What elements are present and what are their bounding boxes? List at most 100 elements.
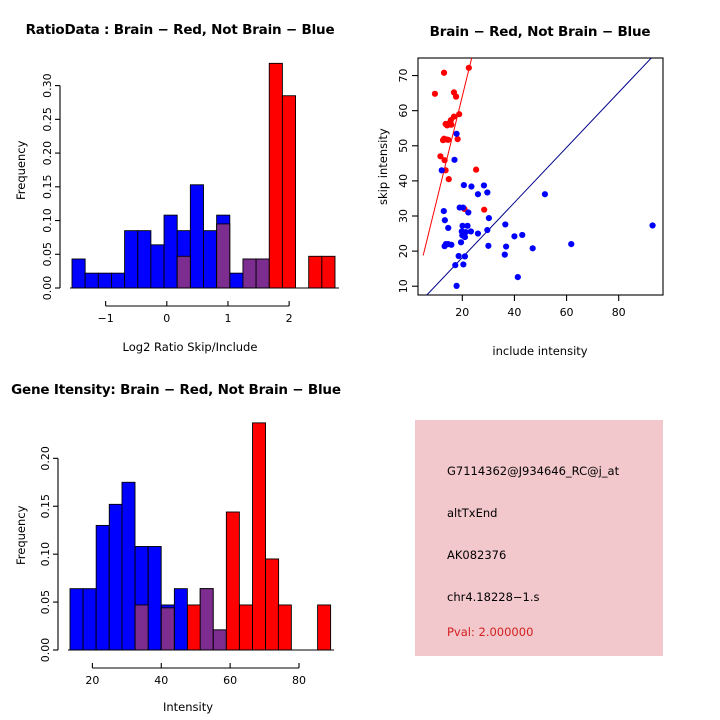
hist-bar-blue: [110, 272, 126, 289]
scatter-point: [439, 137, 447, 144]
gene-histogram-plot: 0.00 0.05 0.10 0.15 0.20 20 40 60 80: [39, 422, 334, 687]
y-tick-label: 0.25: [41, 107, 54, 132]
hist-bar-red: [281, 95, 296, 289]
panel-intensity-scatter: Brain − Red, Not Brain − Blue skip inten…: [360, 0, 720, 360]
hist-bar-red: [225, 511, 240, 651]
scatter-point: [501, 251, 508, 258]
scatter-point: [453, 130, 460, 137]
scatter-point: [457, 239, 465, 246]
scatter-point: [448, 241, 455, 248]
pval-text: Pval: 2.000000: [447, 625, 534, 639]
ratio-histogram-plot: 0.00 0.05 0.10 0.15 0.20 0.25 0.30 −1 0 1 2: [41, 62, 339, 325]
y-tick-label: 0.10: [39, 542, 52, 567]
accession-text: AK082376: [447, 548, 507, 562]
scatter-point: [459, 222, 466, 229]
scatter-point: [481, 206, 488, 213]
hist-bar-overlap: [212, 629, 227, 651]
scatter-point: [452, 93, 460, 100]
scatter-point: [452, 262, 459, 269]
scatter-point: [568, 240, 575, 248]
x-tick-label: 80: [292, 674, 306, 687]
scatter-point: [461, 253, 469, 260]
scatter-point: [431, 90, 439, 97]
y-tick-label: 0.30: [41, 73, 54, 98]
y-tick-label: 60: [397, 104, 410, 118]
y-tick-label: 0.00: [41, 276, 54, 301]
scatter-point: [464, 222, 471, 229]
hist-bar-blue: [108, 503, 123, 651]
x-tick-label: 60: [560, 306, 574, 319]
blue-regression: [426, 58, 652, 295]
x-tick-label: 1: [224, 312, 231, 325]
scatter-point: [474, 230, 482, 237]
scatter-point: [460, 182, 467, 189]
x-tick-label: 40: [154, 674, 168, 687]
scatter-point: [474, 191, 482, 198]
hist-bar-blue: [173, 588, 188, 651]
hist-bar-blue: [84, 272, 99, 289]
x-tick-label: 2: [286, 312, 293, 325]
hist-bar-blue: [189, 184, 204, 289]
scatter-point: [437, 153, 444, 160]
hist-bar-blue: [82, 588, 97, 651]
scatter-plot: 10 20 30 40 50 60 70 20 40 60 80: [397, 57, 664, 319]
hist-bar-blue: [150, 244, 165, 289]
hist-bar-red: [277, 604, 292, 651]
scatter-point: [445, 224, 452, 232]
scatter-frame: [417, 57, 664, 296]
scatter-point: [465, 209, 472, 216]
ratio-histogram-xlabel: Log2 Ratio Skip/Include: [122, 340, 258, 354]
red-regression: [422, 58, 473, 256]
locus-text: chr4.18228−1.s: [447, 590, 540, 604]
hist-bar-overlap: [242, 258, 257, 289]
x-tick-label: 20: [85, 674, 99, 687]
scatter-point: [440, 69, 448, 76]
ratio-histogram-bars: [71, 62, 336, 289]
scatter-point: [473, 166, 480, 173]
y-tick-label: 10: [397, 279, 410, 293]
scatter-point: [541, 191, 549, 198]
probe-id-text: G7114362@J934646_RC@j_at: [447, 464, 620, 478]
scatter-point: [514, 273, 521, 281]
scatter-point: [441, 243, 448, 250]
scatter-point: [453, 282, 460, 289]
scatter-point: [465, 64, 472, 71]
scatter-point: [485, 242, 492, 249]
hist-bar-blue: [124, 230, 139, 289]
y-tick-label: 30: [397, 209, 410, 223]
panel-ratio-histogram: RatioData : Brain − Red, Not Brain − Blu…: [0, 0, 360, 360]
scatter-point: [649, 222, 656, 229]
y-tick-label: 70: [397, 69, 410, 83]
annotation-background: G7114362@J934646_RC@j_at altTxEnd AK0823…: [415, 420, 663, 656]
hist-bar-overlap: [134, 604, 149, 651]
y-tick-label: 0.00: [39, 638, 52, 663]
hist-bar-red: [252, 422, 266, 651]
y-tick-label: 40: [397, 174, 410, 188]
scatter-points: [431, 64, 656, 289]
y-tick-label: 0.05: [39, 590, 52, 615]
hist-bar-blue: [229, 272, 244, 289]
x-tick-label: 40: [507, 306, 521, 319]
y-tick-label: 0.20: [41, 141, 54, 166]
scatter-point: [455, 252, 462, 260]
y-tick-label: 0.05: [41, 242, 54, 267]
scatter-point: [484, 226, 491, 234]
scatter-point: [511, 233, 518, 240]
gene-histogram-xlabel: Intensity: [162, 700, 214, 714]
hist-bar-overlap: [255, 258, 270, 289]
scatter-point: [461, 233, 469, 241]
x-tick-label: −1: [98, 312, 114, 325]
y-tick-label: 20: [397, 244, 410, 258]
ratio-histogram-title: RatioData : Brain − Red, Not Brain − Blu…: [25, 22, 335, 38]
y-tick-label: 0.15: [41, 175, 54, 200]
y-tick-label: 0.10: [41, 208, 54, 233]
scatter-point: [440, 207, 447, 215]
hist-bar-red: [317, 604, 332, 651]
hist-bar-red: [308, 255, 323, 289]
scatter-point: [480, 182, 488, 189]
hist-bar-overlap: [216, 223, 231, 289]
scatter-point: [519, 231, 526, 239]
scatter-point: [456, 111, 463, 118]
scatter-point: [484, 189, 491, 196]
